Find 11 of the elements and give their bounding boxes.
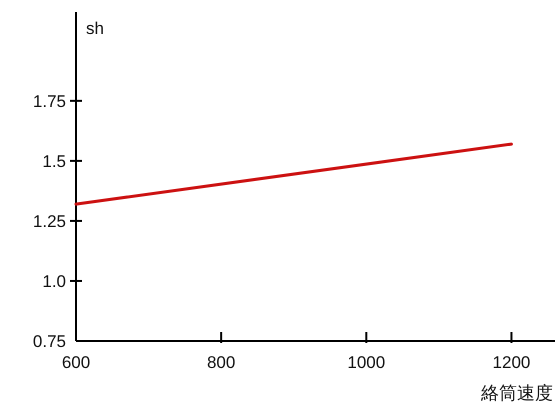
x-tick-label: 1200 <box>492 353 530 372</box>
y-tick-label: 1.5 <box>42 152 66 171</box>
x-tick-label: 800 <box>206 353 236 372</box>
x-tick-label: 1000 <box>347 353 386 372</box>
x-tick-label: 600 <box>62 353 90 372</box>
y-tick-label: 1.0 <box>42 272 66 291</box>
y-tick-label: 0.75 <box>32 332 66 351</box>
y-tick-label: 1.75 <box>32 92 66 111</box>
x-axis-title: 絡筒速度 <box>480 383 553 403</box>
y-tick-label: 1.25 <box>32 212 66 231</box>
y-axis-title: sh <box>86 19 104 38</box>
